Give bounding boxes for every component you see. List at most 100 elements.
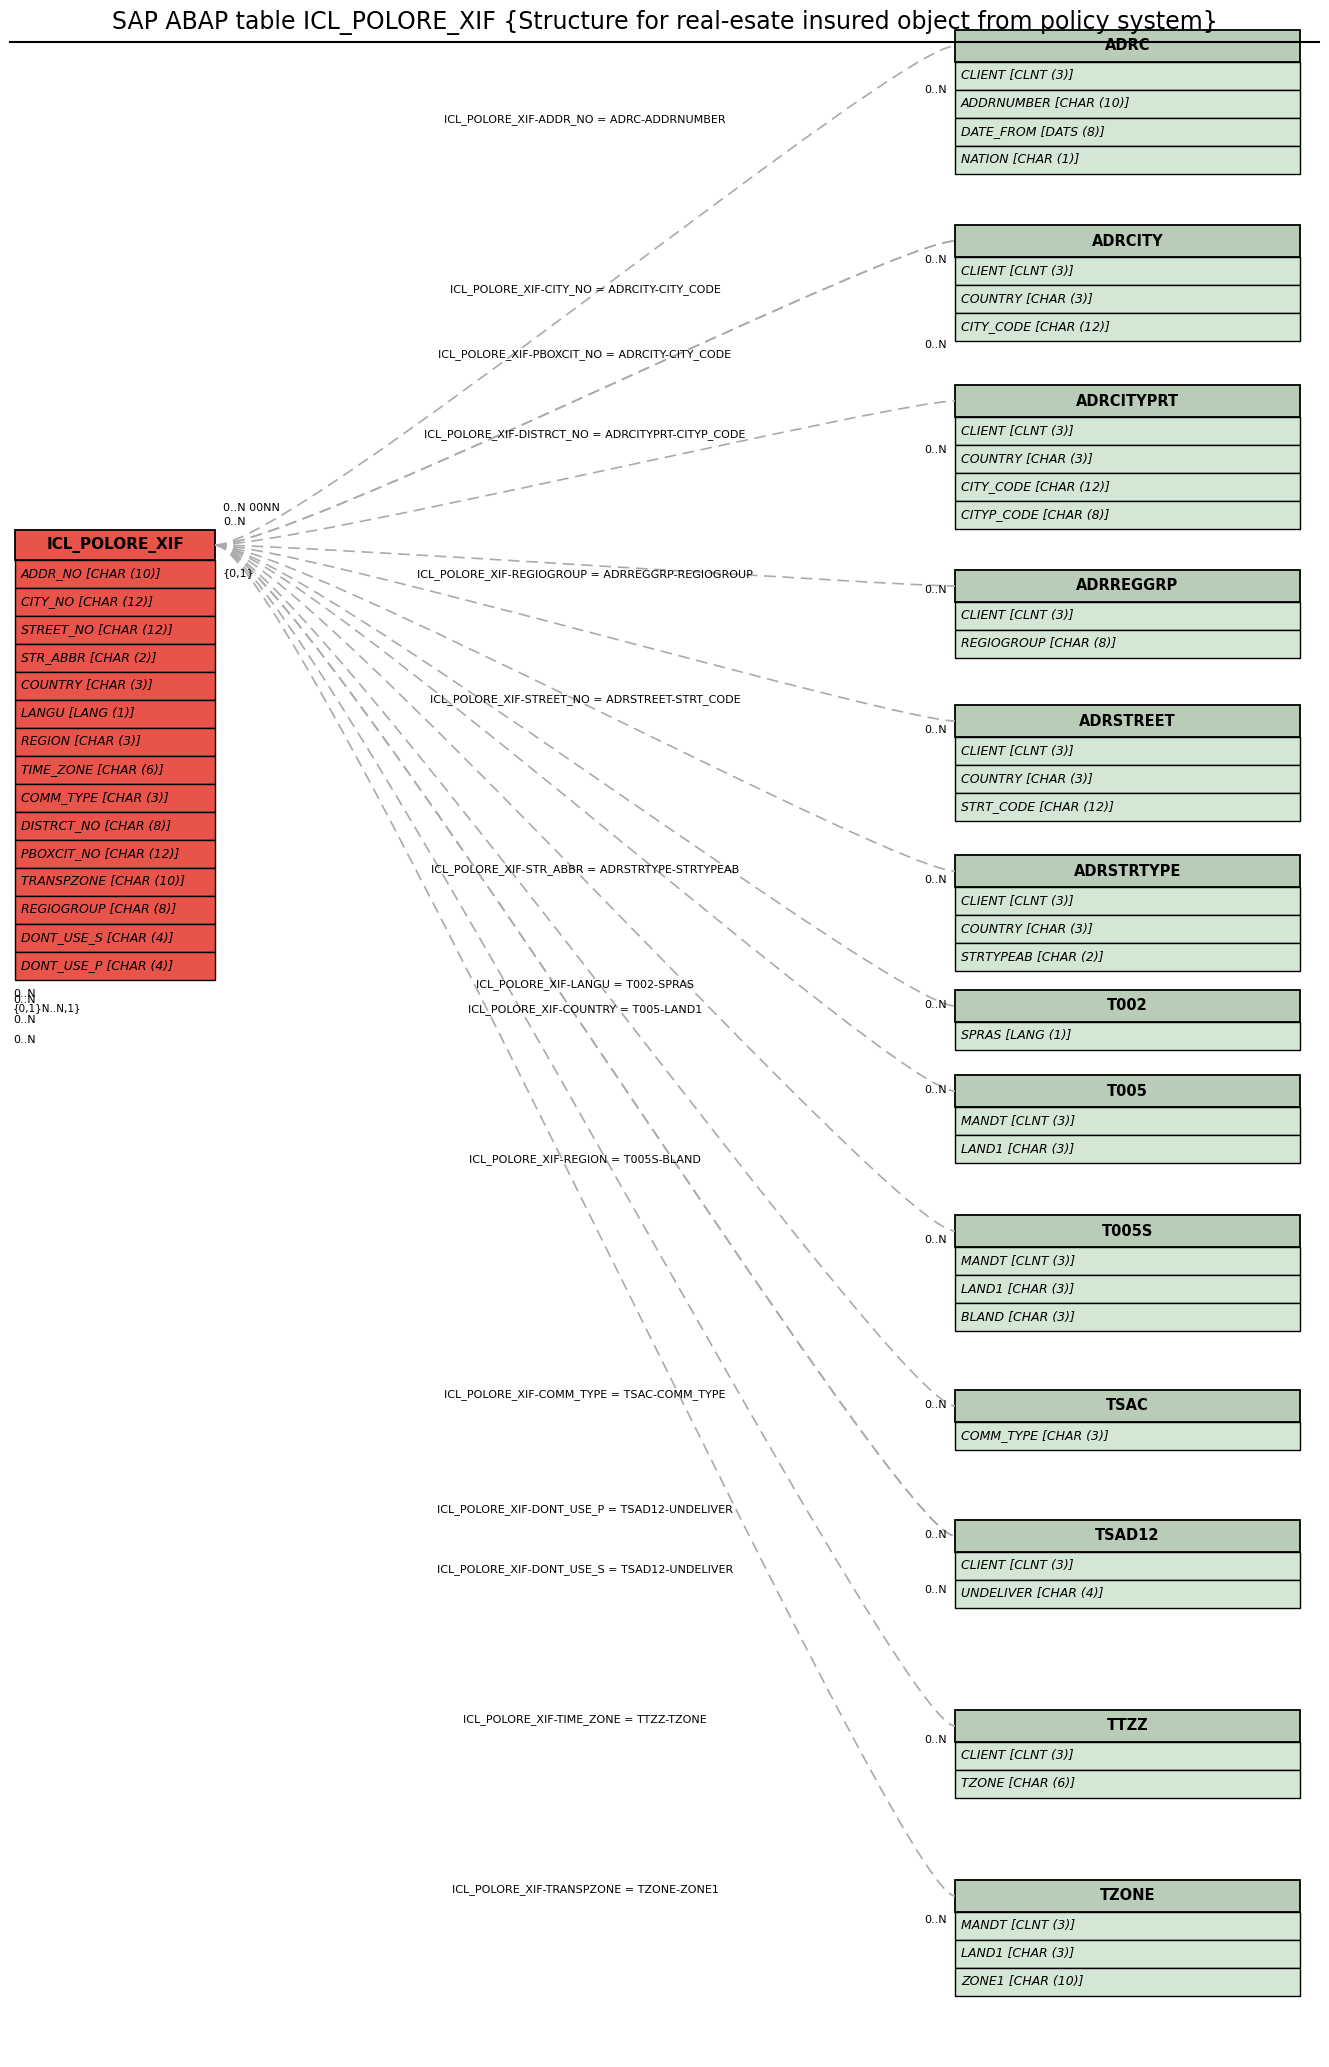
Text: COMM_TYPE [CHAR (3)]: COMM_TYPE [CHAR (3)] [21,792,169,804]
FancyBboxPatch shape [15,701,215,728]
Text: STRT_CODE [CHAR (12)]: STRT_CODE [CHAR (12)] [961,800,1114,814]
Text: ICL_POLORE_XIF-CITY_NO = ADRCITY-CITY_CODE: ICL_POLORE_XIF-CITY_NO = ADRCITY-CITY_CO… [449,285,720,296]
Text: COUNTRY [CHAR (3)]: COUNTRY [CHAR (3)] [961,294,1092,306]
Text: TRANSPZONE [CHAR (10)]: TRANSPZONE [CHAR (10)] [21,876,185,889]
Text: MANDT [CLNT (3)]: MANDT [CLNT (3)] [961,1114,1075,1127]
Text: ICL_POLORE_XIF: ICL_POLORE_XIF [47,537,183,554]
FancyBboxPatch shape [956,31,1300,62]
Text: TSAC: TSAC [1106,1399,1148,1414]
Text: TTZZ: TTZZ [1107,1718,1148,1734]
FancyBboxPatch shape [956,1579,1300,1608]
FancyBboxPatch shape [956,256,1300,285]
Text: CLIENT [CLNT (3)]: CLIENT [CLNT (3)] [961,744,1074,757]
FancyBboxPatch shape [956,1246,1300,1275]
FancyBboxPatch shape [956,1389,1300,1422]
FancyBboxPatch shape [15,672,215,701]
FancyBboxPatch shape [15,812,215,839]
Text: COMM_TYPE [CHAR (3)]: COMM_TYPE [CHAR (3)] [961,1430,1108,1443]
Text: STR_ABBR [CHAR (2)]: STR_ABBR [CHAR (2)] [21,651,157,664]
Text: ADRCITY: ADRCITY [1091,234,1163,248]
Text: COUNTRY [CHAR (3)]: COUNTRY [CHAR (3)] [21,680,153,692]
Text: CLIENT [CLNT (3)]: CLIENT [CLNT (3)] [961,424,1074,438]
Text: 0..N: 0..N [925,254,948,265]
Text: ADRSTRTYPE: ADRSTRTYPE [1074,864,1181,878]
FancyBboxPatch shape [956,738,1300,765]
Text: 0..N: 0..N [925,1734,948,1745]
Text: ICL_POLORE_XIF-DONT_USE_P = TSAD12-UNDELIVER: ICL_POLORE_XIF-DONT_USE_P = TSAD12-UNDEL… [437,1505,732,1515]
FancyBboxPatch shape [15,587,215,616]
Text: ICL_POLORE_XIF-STREET_NO = ADRSTREET-STRT_CODE: ICL_POLORE_XIF-STREET_NO = ADRSTREET-STR… [429,695,740,705]
Text: LAND1 [CHAR (3)]: LAND1 [CHAR (3)] [961,1143,1074,1155]
FancyBboxPatch shape [956,285,1300,312]
Text: 0..N: 0..N [925,874,948,885]
Text: STRTYPEAB [CHAR (2)]: STRTYPEAB [CHAR (2)] [961,951,1103,963]
Text: ICL_POLORE_XIF-ADDR_NO = ADRC-ADDRNUMBER: ICL_POLORE_XIF-ADDR_NO = ADRC-ADDRNUMBER [444,114,726,126]
Text: STREET_NO [CHAR (12)]: STREET_NO [CHAR (12)] [21,624,173,637]
FancyBboxPatch shape [15,616,215,645]
FancyBboxPatch shape [956,1742,1300,1769]
FancyBboxPatch shape [15,895,215,924]
FancyBboxPatch shape [956,1912,1300,1941]
Text: TZONE [CHAR (6)]: TZONE [CHAR (6)] [961,1778,1075,1790]
Text: 0..N: 0..N [925,339,948,349]
Text: CITY_NO [CHAR (12)]: CITY_NO [CHAR (12)] [21,595,153,608]
FancyBboxPatch shape [956,444,1300,473]
Text: T002: T002 [1107,998,1148,1013]
FancyBboxPatch shape [956,1108,1300,1135]
FancyBboxPatch shape [956,916,1300,943]
Text: LANGU [LANG (1)]: LANGU [LANG (1)] [21,707,134,721]
Text: REGION [CHAR (3)]: REGION [CHAR (3)] [21,736,141,748]
FancyBboxPatch shape [956,765,1300,794]
Text: ICL_POLORE_XIF-COMM_TYPE = TSAC-COMM_TYPE: ICL_POLORE_XIF-COMM_TYPE = TSAC-COMM_TYP… [444,1389,726,1401]
Text: MANDT [CLNT (3)]: MANDT [CLNT (3)] [961,1255,1075,1267]
Text: 0..N: 0..N [925,1000,948,1011]
FancyBboxPatch shape [956,118,1300,147]
Text: COUNTRY [CHAR (3)]: COUNTRY [CHAR (3)] [961,773,1092,785]
Text: 0..N: 0..N [223,517,246,527]
FancyBboxPatch shape [956,1422,1300,1449]
Text: COUNTRY [CHAR (3)]: COUNTRY [CHAR (3)] [961,922,1092,936]
Text: PBOXCIT_NO [CHAR (12)]: PBOXCIT_NO [CHAR (12)] [21,847,179,860]
Text: ADRCITYPRT: ADRCITYPRT [1076,393,1179,409]
FancyBboxPatch shape [956,1709,1300,1742]
FancyBboxPatch shape [956,1769,1300,1798]
Text: 0..N: 0..N [925,726,948,736]
FancyBboxPatch shape [956,1215,1300,1246]
FancyBboxPatch shape [15,924,215,953]
FancyBboxPatch shape [956,500,1300,529]
Text: 0..N: 0..N [13,1015,36,1025]
FancyBboxPatch shape [956,630,1300,657]
FancyBboxPatch shape [956,705,1300,738]
Text: ICL_POLORE_XIF-LANGU = T002-SPRAS: ICL_POLORE_XIF-LANGU = T002-SPRAS [476,980,694,990]
Text: CLIENT [CLNT (3)]: CLIENT [CLNT (3)] [961,70,1074,83]
Text: CLIENT [CLNT (3)]: CLIENT [CLNT (3)] [961,610,1074,622]
Text: DONT_USE_P [CHAR (4)]: DONT_USE_P [CHAR (4)] [21,959,173,971]
FancyBboxPatch shape [956,91,1300,118]
FancyBboxPatch shape [956,147,1300,174]
Text: REGIOGROUP [CHAR (8)]: REGIOGROUP [CHAR (8)] [961,637,1116,651]
Text: ICL_POLORE_XIF-DISTRCT_NO = ADRCITYPRT-CITYP_CODE: ICL_POLORE_XIF-DISTRCT_NO = ADRCITYPRT-C… [424,430,746,440]
Text: T005S: T005S [1102,1224,1154,1238]
FancyBboxPatch shape [956,473,1300,500]
Text: ICL_POLORE_XIF-TIME_ZONE = TTZZ-TZONE: ICL_POLORE_XIF-TIME_ZONE = TTZZ-TZONE [462,1714,707,1726]
FancyBboxPatch shape [956,225,1300,256]
Text: DATE_FROM [DATS (8)]: DATE_FROM [DATS (8)] [961,126,1104,138]
FancyBboxPatch shape [956,601,1300,630]
FancyBboxPatch shape [956,1275,1300,1302]
FancyBboxPatch shape [15,757,215,783]
FancyBboxPatch shape [956,62,1300,91]
Text: BLAND [CHAR (3)]: BLAND [CHAR (3)] [961,1310,1075,1323]
Text: 0..N: 0..N [925,585,948,595]
Text: ICL_POLORE_XIF-PBOXCIT_NO = ADRCITY-CITY_CODE: ICL_POLORE_XIF-PBOXCIT_NO = ADRCITY-CITY… [439,349,731,360]
Text: CITY_CODE [CHAR (12)]: CITY_CODE [CHAR (12)] [961,480,1110,494]
FancyBboxPatch shape [956,570,1300,601]
FancyBboxPatch shape [956,1968,1300,1997]
Text: ICL_POLORE_XIF-REGIOGROUP = ADRREGGRP-REGIOGROUP: ICL_POLORE_XIF-REGIOGROUP = ADRREGGRP-RE… [417,570,754,581]
FancyBboxPatch shape [956,1135,1300,1164]
Text: 0..N: 0..N [925,85,948,95]
Text: 0..N: 0..N [925,444,948,455]
Text: 0..N 00NN: 0..N 00NN [223,502,280,513]
Text: ZONE1 [CHAR (10)]: ZONE1 [CHAR (10)] [961,1976,1083,1988]
Text: CLIENT [CLNT (3)]: CLIENT [CLNT (3)] [961,1559,1074,1573]
FancyBboxPatch shape [956,943,1300,971]
